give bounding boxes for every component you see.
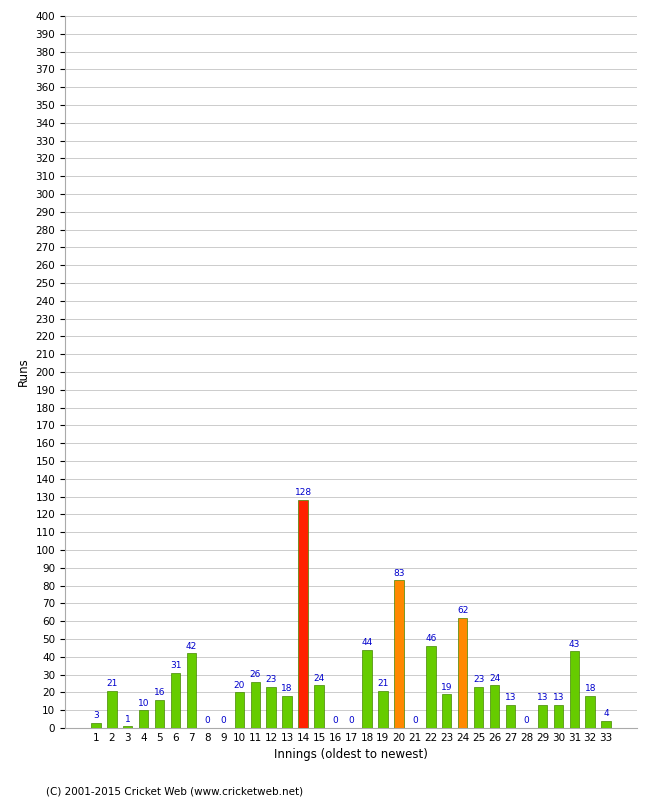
Bar (282, 696, 292, 728)
Bar (187, 654, 196, 728)
Bar (569, 651, 579, 728)
Text: 26: 26 (250, 670, 261, 679)
Text: 42: 42 (186, 642, 197, 650)
Bar (315, 686, 324, 728)
Text: 21: 21 (106, 679, 118, 688)
Bar (107, 690, 116, 728)
Text: 0: 0 (220, 716, 226, 726)
Text: (C) 2001-2015 Cricket Web (www.cricketweb.net): (C) 2001-2015 Cricket Web (www.cricketwe… (46, 786, 303, 796)
Bar (266, 687, 276, 728)
Text: 62: 62 (457, 606, 469, 615)
Bar (235, 693, 244, 728)
Text: 43: 43 (569, 640, 580, 649)
Bar (442, 694, 452, 728)
Text: 0: 0 (205, 716, 211, 726)
Bar (250, 682, 260, 728)
Bar (155, 699, 164, 728)
Text: 13: 13 (552, 693, 564, 702)
Bar (123, 726, 133, 728)
Text: 1: 1 (125, 714, 131, 723)
Text: 46: 46 (425, 634, 436, 643)
Text: 24: 24 (313, 674, 325, 682)
X-axis label: Innings (oldest to newest): Innings (oldest to newest) (274, 749, 428, 762)
Text: 13: 13 (537, 693, 548, 702)
Bar (601, 721, 611, 728)
Text: 44: 44 (361, 638, 372, 647)
Text: 21: 21 (377, 679, 389, 688)
Bar (91, 722, 101, 728)
Bar (378, 690, 387, 728)
Bar (458, 618, 467, 728)
Text: 0: 0 (332, 716, 338, 726)
Bar (554, 705, 563, 728)
Bar (586, 696, 595, 728)
Bar (298, 500, 308, 728)
Text: 3: 3 (93, 711, 99, 720)
Bar (394, 580, 404, 728)
Bar (139, 710, 148, 728)
Bar (362, 650, 372, 728)
Text: 10: 10 (138, 698, 150, 707)
Text: 13: 13 (505, 693, 516, 702)
Bar (171, 673, 180, 728)
Bar (426, 646, 436, 728)
Text: 23: 23 (473, 675, 484, 684)
Text: 16: 16 (154, 688, 165, 697)
Text: 83: 83 (393, 569, 404, 578)
Bar (538, 705, 547, 728)
Text: 19: 19 (441, 682, 452, 691)
Bar (506, 705, 515, 728)
Bar (489, 686, 499, 728)
Text: 4: 4 (603, 710, 609, 718)
Y-axis label: Runs: Runs (17, 358, 30, 386)
Text: 0: 0 (412, 716, 418, 726)
Text: 0: 0 (524, 716, 529, 726)
Text: 31: 31 (170, 661, 181, 670)
Text: 24: 24 (489, 674, 500, 682)
Text: 18: 18 (584, 684, 596, 694)
Text: 20: 20 (233, 681, 245, 690)
Text: 128: 128 (294, 489, 312, 498)
Bar (474, 687, 484, 728)
Text: 0: 0 (348, 716, 354, 726)
Text: 23: 23 (266, 675, 277, 684)
Text: 18: 18 (281, 684, 293, 694)
